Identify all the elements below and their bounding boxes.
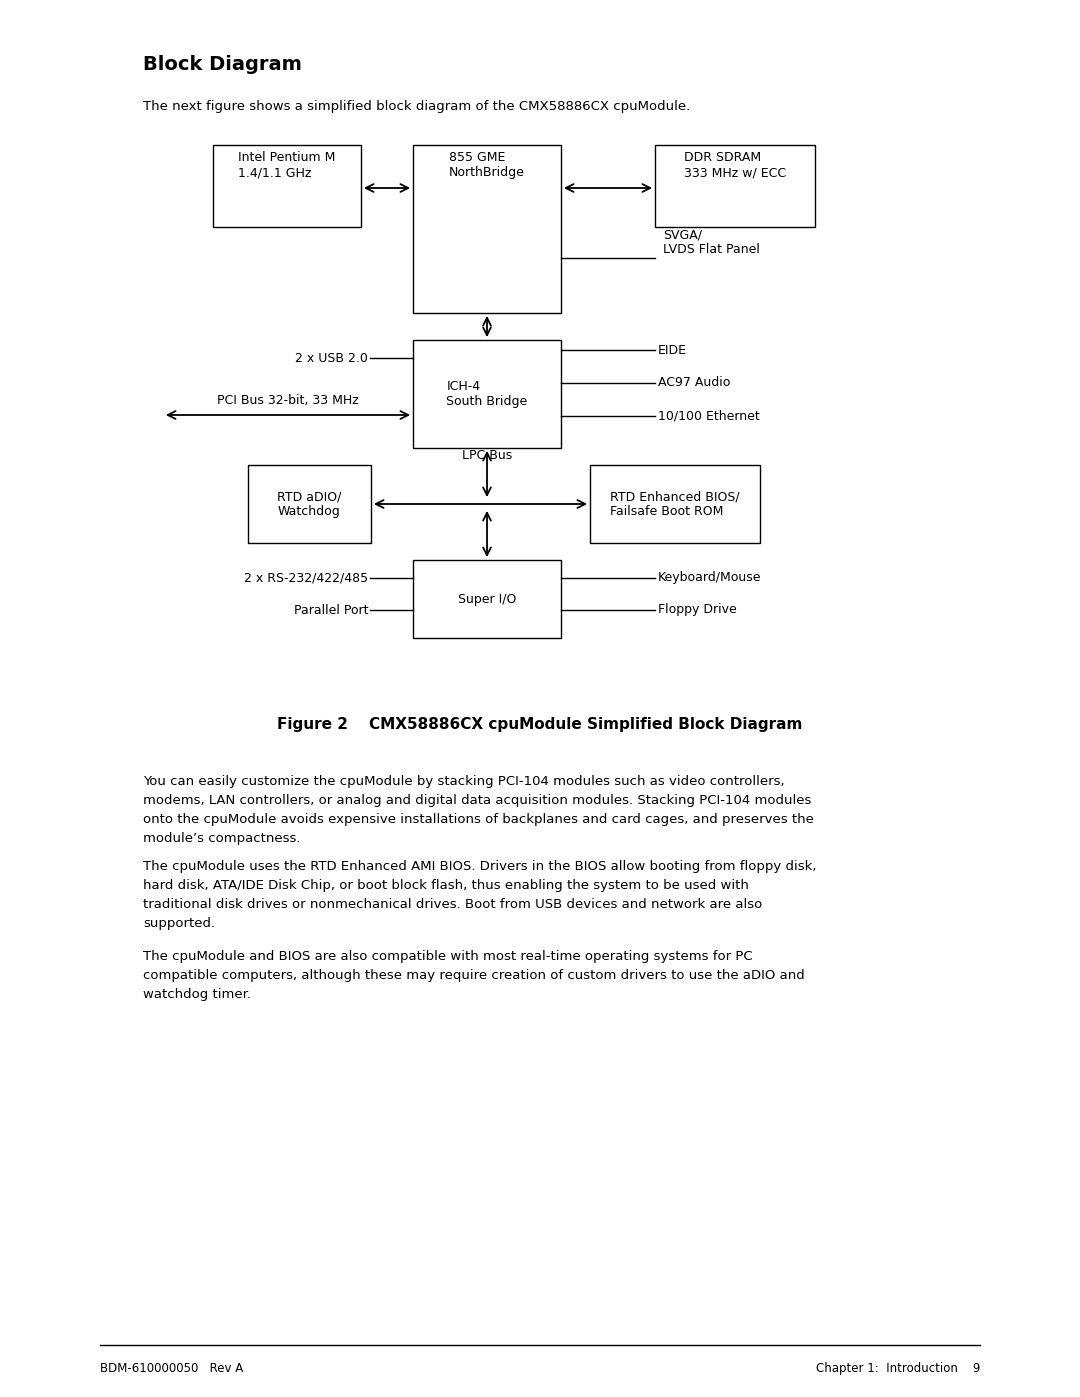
Text: The cpuModule uses the RTD Enhanced AMI BIOS. Drivers in the BIOS allow booting : The cpuModule uses the RTD Enhanced AMI … [143,861,816,873]
Text: Floppy Drive: Floppy Drive [658,604,737,616]
Text: modems, LAN controllers, or analog and digital data acquisition modules. Stackin: modems, LAN controllers, or analog and d… [143,793,811,807]
Text: DDR SDRAM
333 MHz w/ ECC: DDR SDRAM 333 MHz w/ ECC [684,151,786,179]
Text: The cpuModule and BIOS are also compatible with most real-time operating systems: The cpuModule and BIOS are also compatib… [143,950,753,963]
Text: compatible computers, although these may require creation of custom drivers to u: compatible computers, although these may… [143,970,805,982]
Text: LPC Bus: LPC Bus [462,448,512,462]
Text: hard disk, ATA/IDE Disk Chip, or boot block flash, thus enabling the system to b: hard disk, ATA/IDE Disk Chip, or boot bl… [143,879,748,893]
Text: Block Diagram: Block Diagram [143,54,302,74]
Text: Keyboard/Mouse: Keyboard/Mouse [658,571,761,584]
Bar [590,465,760,543]
Text: module’s compactness.: module’s compactness. [143,833,300,845]
Text: 2 x USB 2.0: 2 x USB 2.0 [295,352,368,365]
Bar [413,145,561,313]
Text: You can easily customize the cpuModule by stacking PCI-104 modules such as video: You can easily customize the cpuModule b… [143,775,785,788]
Text: The next figure shows a simplified block diagram of the CMX58886CX cpuModule.: The next figure shows a simplified block… [143,101,690,113]
Text: PCI Bus 32-bit, 33 MHz: PCI Bus 32-bit, 33 MHz [217,394,359,407]
Text: Chapter 1:  Introduction    9: Chapter 1: Introduction 9 [815,1362,980,1375]
Text: AC97 Audio: AC97 Audio [658,377,730,390]
Text: Intel Pentium M
1.4/1.1 GHz: Intel Pentium M 1.4/1.1 GHz [239,151,336,179]
Text: onto the cpuModule avoids expensive installations of backplanes and card cages, : onto the cpuModule avoids expensive inst… [143,813,814,826]
Text: RTD Enhanced BIOS/
Failsafe Boot ROM: RTD Enhanced BIOS/ Failsafe Boot ROM [610,490,740,518]
Text: traditional disk drives or nonmechanical drives. Boot from USB devices and netwo: traditional disk drives or nonmechanical… [143,898,762,911]
Bar [248,465,372,543]
Text: RTD aDIO/
Watchdog: RTD aDIO/ Watchdog [278,490,341,518]
Text: ICH-4
South Bridge: ICH-4 South Bridge [446,380,528,408]
Text: 10/100 Ethernet: 10/100 Ethernet [658,409,759,422]
Text: EIDE: EIDE [658,344,687,356]
Text: BDM-610000050   Rev A: BDM-610000050 Rev A [100,1362,243,1375]
Bar [213,145,361,226]
Bar [413,560,561,638]
Bar [413,339,561,448]
Text: watchdog timer.: watchdog timer. [143,988,251,1002]
Text: SVGA/
LVDS Flat Panel: SVGA/ LVDS Flat Panel [663,228,760,256]
Text: Parallel Port: Parallel Port [294,604,368,616]
Text: 2 x RS-232/422/485: 2 x RS-232/422/485 [244,571,368,584]
Text: Figure 2    CMX58886CX cpuModule Simplified Block Diagram: Figure 2 CMX58886CX cpuModule Simplified… [278,718,802,732]
Bar [654,145,815,226]
Text: supported.: supported. [143,916,215,930]
Text: 855 GME
NorthBridge: 855 GME NorthBridge [449,151,525,179]
Text: Super I/O: Super I/O [458,592,516,605]
